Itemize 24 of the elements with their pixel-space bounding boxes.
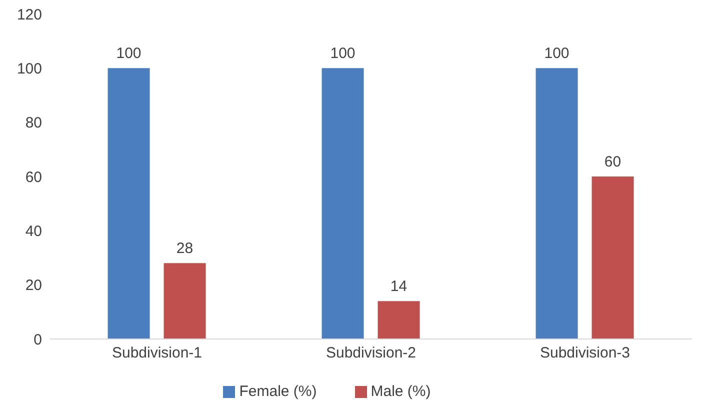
legend-label: Female (%) <box>239 383 317 400</box>
y-tick-label: 0 <box>34 331 42 348</box>
y-tick-label: 120 <box>16 6 42 24</box>
data-label: 28 <box>176 240 194 258</box>
bar <box>164 263 206 339</box>
x-tick-label: Subdivision-3 <box>540 344 630 362</box>
y-tick-label: 40 <box>25 222 42 240</box>
data-label: 100 <box>116 45 142 62</box>
x-tick-label: Subdivision-2 <box>326 344 416 362</box>
bar <box>108 68 150 339</box>
data-label: 100 <box>544 45 570 62</box>
bar <box>322 68 364 339</box>
y-tick-label: 100 <box>16 60 42 78</box>
bar <box>536 68 578 339</box>
data-label: 60 <box>604 154 622 170</box>
y-tick-label: 80 <box>25 114 42 132</box>
data-label: 14 <box>390 278 408 296</box>
x-tick-label: Subdivision-1 <box>112 344 202 362</box>
data-label: 100 <box>330 45 356 62</box>
bar <box>378 301 420 339</box>
legend-label: Male (%) <box>370 383 431 400</box>
y-tick-label: 60 <box>25 168 42 186</box>
bar <box>592 176 634 339</box>
y-tick-label: 20 <box>25 277 42 294</box>
